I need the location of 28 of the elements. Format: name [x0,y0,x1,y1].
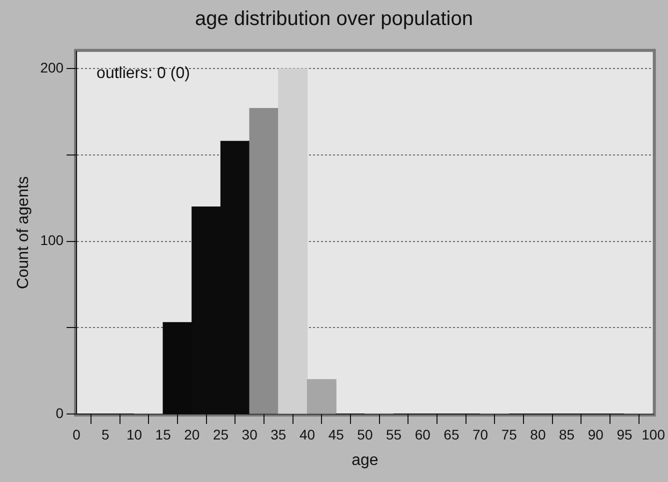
x-tick-label: 65 [444,426,460,442]
y-axis-title: Count of agents [15,176,32,290]
x-tick-label: 25 [212,426,229,442]
x-tick-label: 40 [299,426,316,442]
x-axis-title: age [352,452,378,469]
x-tick-label: 75 [501,426,518,442]
x-tick-label: 10 [126,426,142,442]
x-tick-label: 30 [242,426,258,442]
x-tick-label: 55 [386,426,402,442]
x-tick-label: 80 [530,426,546,442]
x-tick-label: 60 [414,426,431,442]
x-tick-label: 50 [357,426,373,442]
annotation: outliers: 0 (0) [96,64,190,82]
chart-title: age distribution over population [194,8,474,31]
x-tick-label: 45 [328,426,344,442]
y-tick-label: 0 [56,404,64,421]
y-tick-label: 100 [40,232,64,248]
x-tick-label: 100 [642,426,666,442]
x-tick-label: 95 [616,426,632,442]
x-tick-label: 85 [559,426,575,442]
x-tick-label: 90 [588,426,604,442]
x-tick-label: 70 [472,426,488,442]
x-tick-label: 15 [155,426,172,442]
x-tick-label: 0 [72,426,81,442]
x-tick-label: 20 [184,426,200,442]
y-tick-label: 200 [40,60,64,76]
x-tick-label: 35 [270,426,286,442]
x-tick-label: 5 [102,426,110,442]
